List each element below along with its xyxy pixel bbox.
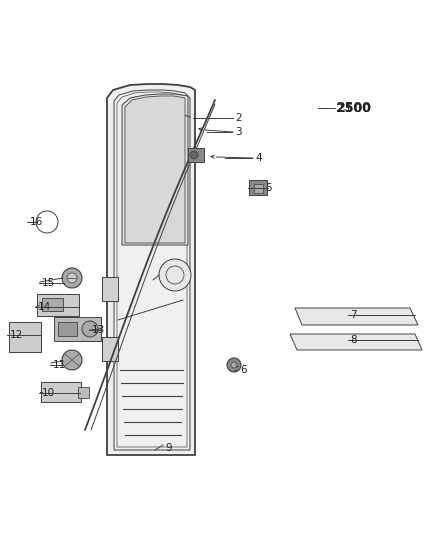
Circle shape (190, 151, 198, 159)
Text: 6: 6 (240, 365, 247, 375)
Text: 2: 2 (235, 113, 242, 123)
FancyBboxPatch shape (102, 277, 118, 301)
FancyBboxPatch shape (42, 297, 63, 311)
Text: 11: 11 (53, 360, 66, 370)
Circle shape (62, 268, 82, 288)
Text: 2500: 2500 (336, 101, 371, 115)
Text: 10: 10 (42, 388, 55, 398)
FancyBboxPatch shape (254, 183, 262, 192)
Text: 16: 16 (30, 217, 43, 227)
Text: 7: 7 (350, 310, 357, 320)
Text: 8: 8 (350, 335, 357, 345)
Text: 1: 1 (345, 103, 352, 113)
FancyBboxPatch shape (37, 294, 79, 316)
Circle shape (227, 358, 241, 372)
FancyBboxPatch shape (57, 321, 77, 335)
Polygon shape (125, 96, 185, 243)
Text: 4: 4 (255, 153, 261, 163)
Polygon shape (107, 84, 195, 455)
Polygon shape (290, 334, 422, 350)
FancyBboxPatch shape (249, 180, 267, 195)
Text: 13: 13 (92, 325, 105, 335)
Circle shape (231, 362, 237, 368)
FancyBboxPatch shape (41, 382, 81, 402)
Text: 5: 5 (265, 183, 272, 193)
FancyBboxPatch shape (54, 317, 101, 341)
Circle shape (67, 273, 77, 283)
Circle shape (159, 259, 191, 291)
FancyBboxPatch shape (188, 148, 204, 162)
Polygon shape (122, 94, 188, 245)
FancyBboxPatch shape (78, 386, 88, 398)
Text: 3: 3 (235, 127, 242, 137)
Text: 12: 12 (10, 330, 23, 340)
Circle shape (62, 350, 82, 370)
Text: 14: 14 (38, 302, 51, 312)
Text: 9: 9 (165, 443, 172, 453)
Polygon shape (295, 308, 418, 325)
Circle shape (82, 321, 98, 337)
FancyBboxPatch shape (9, 322, 41, 352)
Text: 2500: 2500 (336, 101, 371, 115)
FancyBboxPatch shape (102, 337, 118, 361)
Text: 15: 15 (42, 278, 55, 288)
